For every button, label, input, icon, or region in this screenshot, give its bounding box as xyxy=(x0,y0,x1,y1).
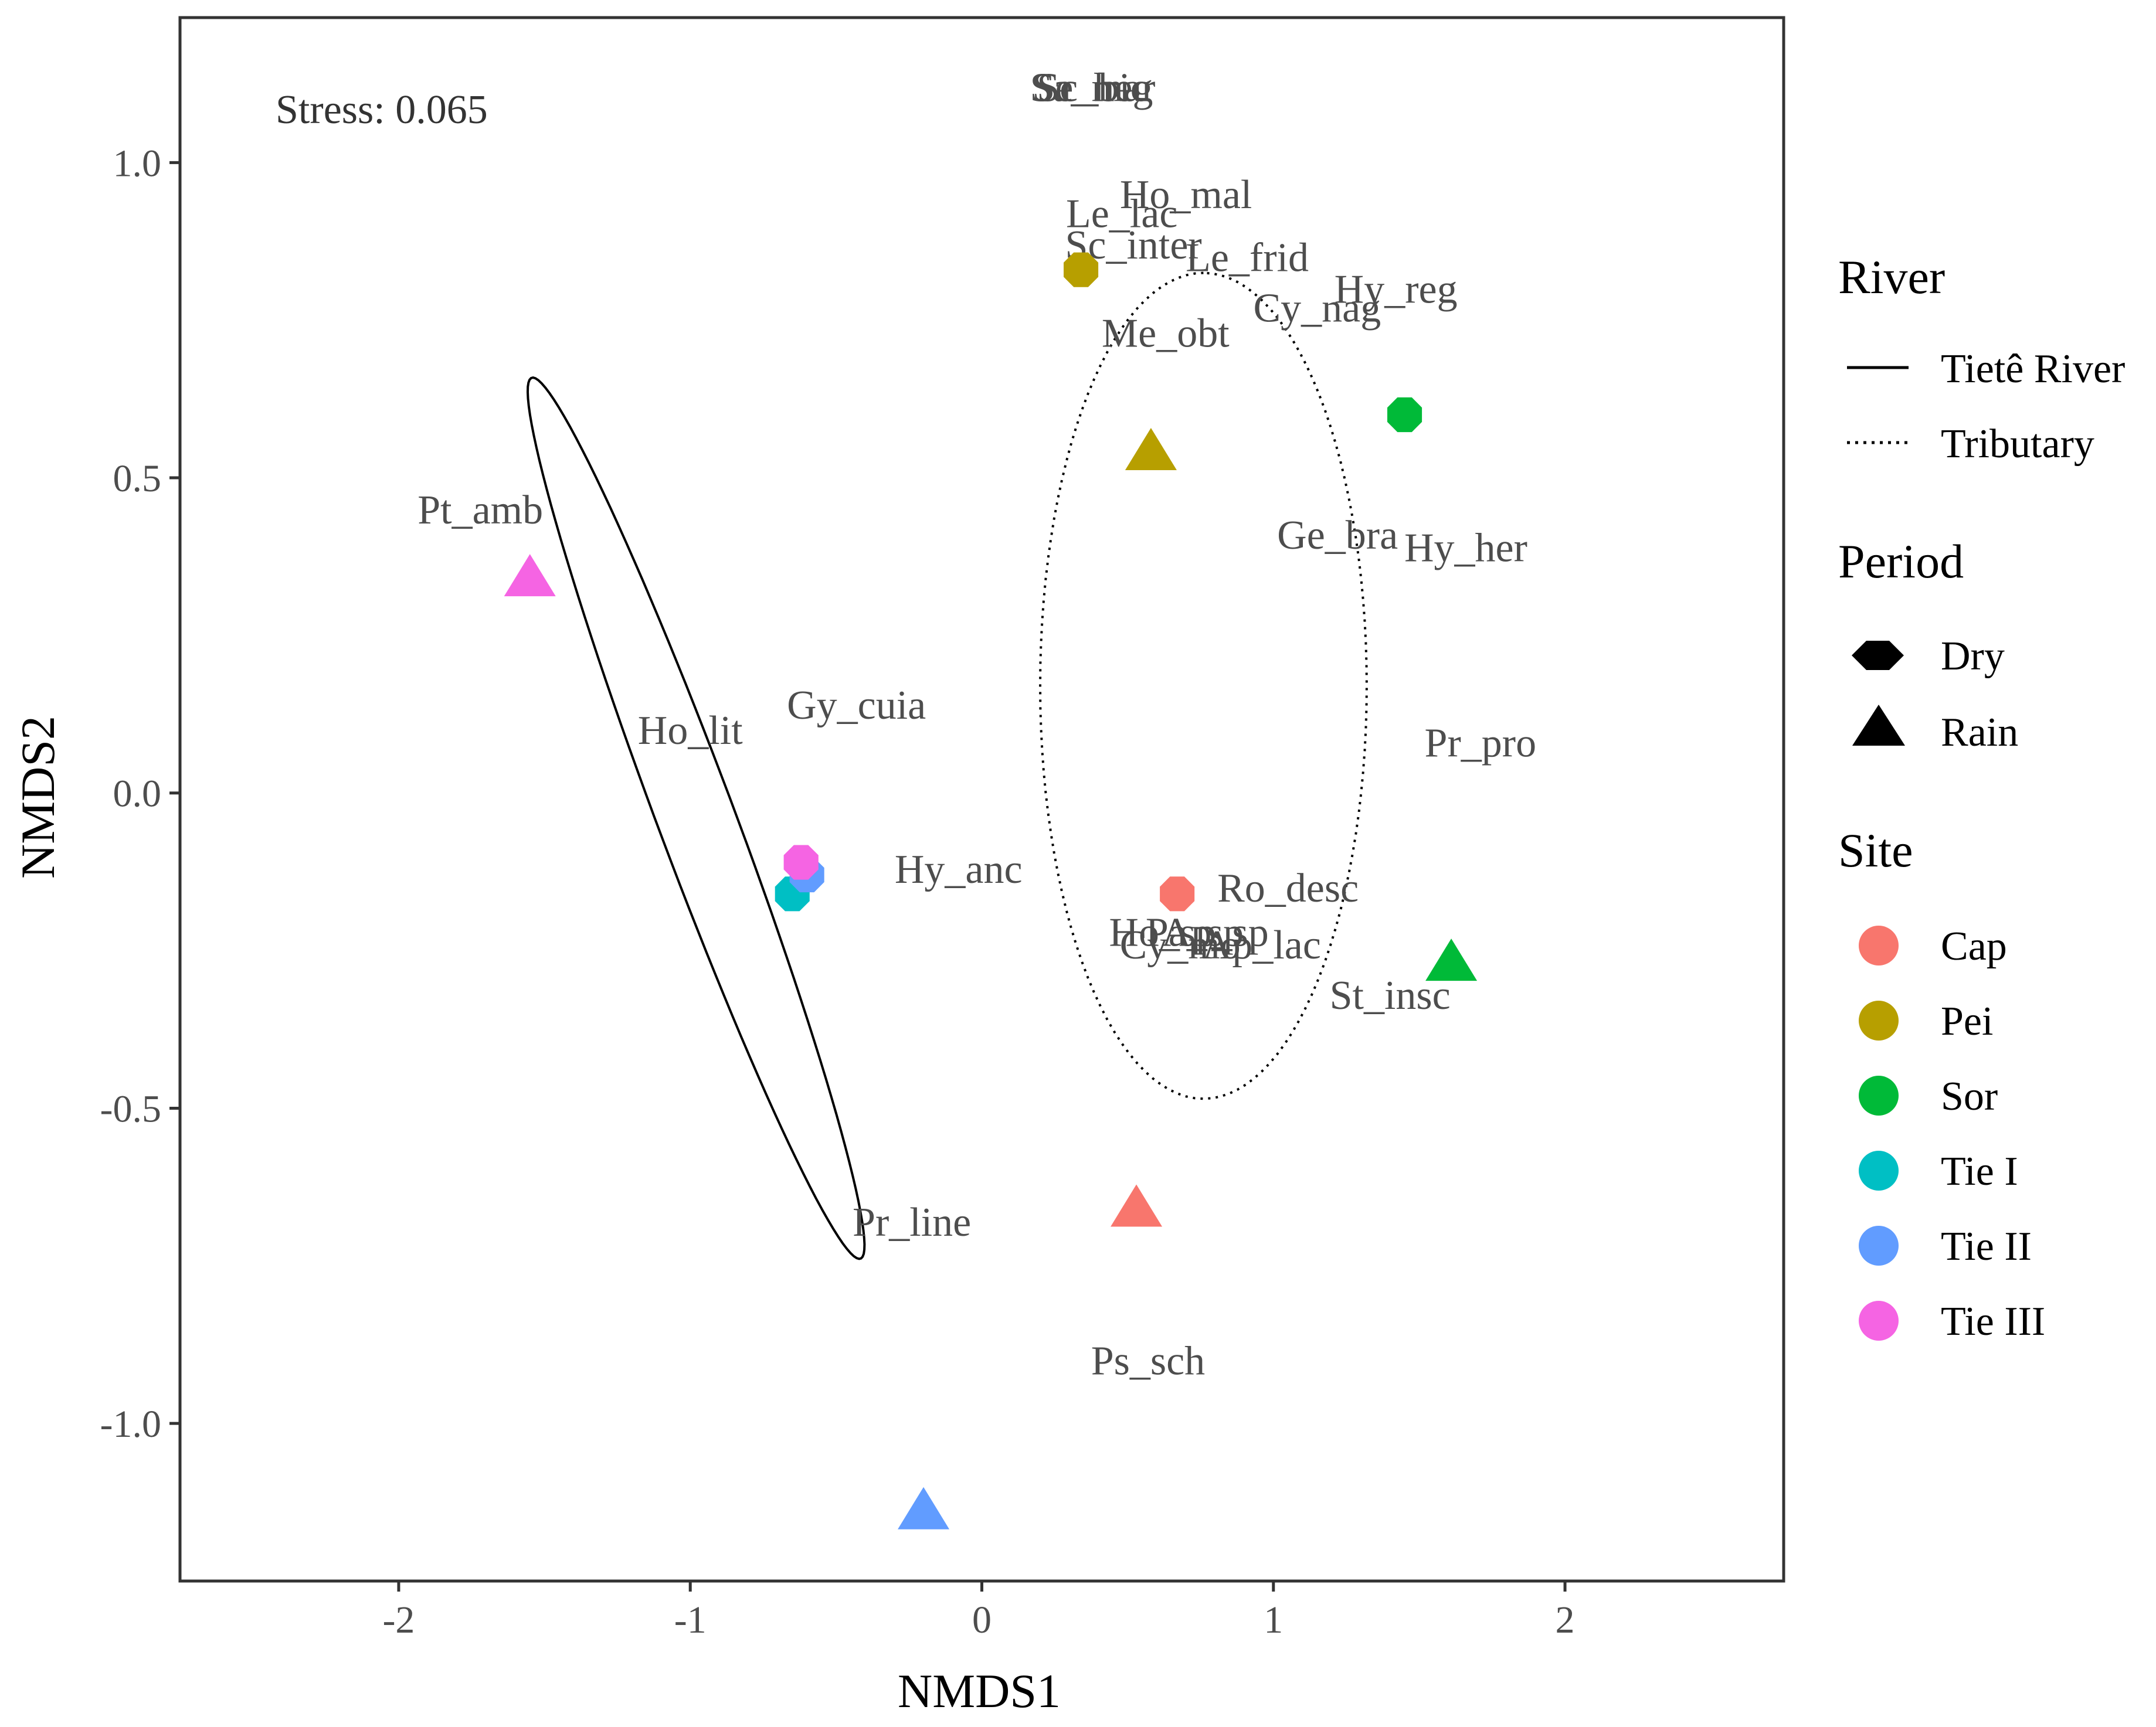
species-label: Ge_bra xyxy=(1277,513,1398,558)
species-label: Ps_sch xyxy=(1091,1339,1205,1384)
point-rain-tie-ii xyxy=(898,1487,950,1529)
species-label: Pr_pro xyxy=(1425,721,1537,766)
legend-site-label: Tie I xyxy=(1941,1149,2018,1194)
legend-site-swatch xyxy=(1859,1151,1899,1191)
legend-river-label: Tributary xyxy=(1941,421,2094,467)
species-label: Ro_desc xyxy=(1217,866,1359,911)
plot-panel-border xyxy=(178,16,1785,1583)
species-label: Ho_sp xyxy=(1109,910,1216,955)
y-axis-title: NMDS2 xyxy=(11,716,64,879)
x-axis-tick-label: -2 xyxy=(382,1599,415,1641)
legend-period-label: Dry xyxy=(1941,634,2005,679)
y-axis-tick-label: 0.0 xyxy=(113,773,162,815)
legend-site-swatch xyxy=(1859,926,1899,966)
point-rain-pei xyxy=(1125,428,1177,471)
species-label-layer: Se_hegSa_marSc_bicHo_malLe_lacSc_interLe… xyxy=(417,65,1536,1383)
species-label: Sa_mar xyxy=(1030,65,1156,110)
point-rain-cap xyxy=(1111,1184,1163,1227)
point-dry-cap xyxy=(1160,876,1195,912)
point-layer xyxy=(504,252,1478,1529)
legend-site-label: Tie III xyxy=(1941,1299,2045,1344)
species-label: Cy_nag xyxy=(1253,286,1381,331)
point-dry-pei xyxy=(1064,252,1099,287)
species-label: Sc_bic xyxy=(1037,65,1149,110)
legend-site-swatches xyxy=(1859,926,1899,1341)
species-label: Gy_cuia xyxy=(787,683,926,728)
x-axis-tick-label: 2 xyxy=(1556,1599,1575,1641)
ellipse-layer xyxy=(526,271,1368,1260)
x-axis-title: NMDS1 xyxy=(898,1664,1061,1718)
y-axis-tick-label: -1.0 xyxy=(100,1403,161,1446)
legend-site-label: Pei xyxy=(1941,999,1993,1044)
species-label: Ap_sp xyxy=(1162,910,1269,955)
legend-site-label: Tie II xyxy=(1941,1224,2032,1269)
legend-period-title: Period xyxy=(1838,535,1964,588)
legend-site-label: Cap xyxy=(1941,924,2007,969)
species-label: Pt_amb xyxy=(417,488,543,533)
legend: River Tietê River Tributary Period Dry R… xyxy=(1838,250,2125,1344)
y-axis-tick-label: 0.5 xyxy=(113,457,162,500)
species-label: Hy_reg xyxy=(1335,267,1458,312)
legend-site-swatch xyxy=(1859,1001,1899,1041)
legend-period-triangle-shape xyxy=(1852,705,1905,746)
legend-period-circle-shape xyxy=(1852,641,1904,670)
axis-layer: -2 -1 0 1 2 -1.0 -0.5 0.0 0.5 1.0 xyxy=(100,142,1575,1641)
legend-river-title: River xyxy=(1838,250,1945,304)
point-rain-tie-iii xyxy=(504,554,556,597)
species-label: Pa_sp xyxy=(1146,910,1244,955)
species-label: Pr_line xyxy=(853,1200,971,1245)
legend-site-swatch xyxy=(1859,1226,1899,1266)
x-axis-tick-label: 1 xyxy=(1264,1599,1283,1641)
y-axis-tick-label: -0.5 xyxy=(100,1087,161,1130)
legend-period-label: Rain xyxy=(1941,710,2018,755)
species-label: Ap_lac xyxy=(1203,923,1321,968)
species-label: Ho_lit xyxy=(638,708,743,753)
ellipse-tributary xyxy=(1038,271,1368,1100)
species-label: Ho_mal xyxy=(1120,172,1252,217)
species-label: Hy_anc xyxy=(895,847,1023,892)
species-label: Hy_her xyxy=(1404,525,1527,570)
y-axis-tick-label: 1.0 xyxy=(113,142,162,185)
species-label: Le_lac xyxy=(1066,191,1177,236)
species-label: Me_obt xyxy=(1102,311,1230,356)
point-dry-sor xyxy=(1387,397,1422,433)
legend-site-title: Site xyxy=(1838,824,1913,877)
species-label: Le_frid xyxy=(1186,236,1309,281)
stress-annotation: Stress: 0.065 xyxy=(276,87,488,132)
x-axis-tick-label: -1 xyxy=(674,1599,707,1641)
x-axis-tick-label: 0 xyxy=(972,1599,992,1641)
species-label: Cy_mo xyxy=(1120,923,1241,968)
species-label: Se_heg xyxy=(1032,65,1153,110)
legend-site-swatch xyxy=(1859,1076,1899,1116)
legend-site-label: Sor xyxy=(1941,1074,1998,1119)
legend-site-swatch xyxy=(1859,1301,1899,1341)
legend-river-label: Tietê River xyxy=(1941,346,2125,392)
ellipse-tiete-river xyxy=(526,376,866,1260)
point-rain-sor xyxy=(1425,939,1478,981)
point-dry-tie-iii xyxy=(783,845,819,880)
